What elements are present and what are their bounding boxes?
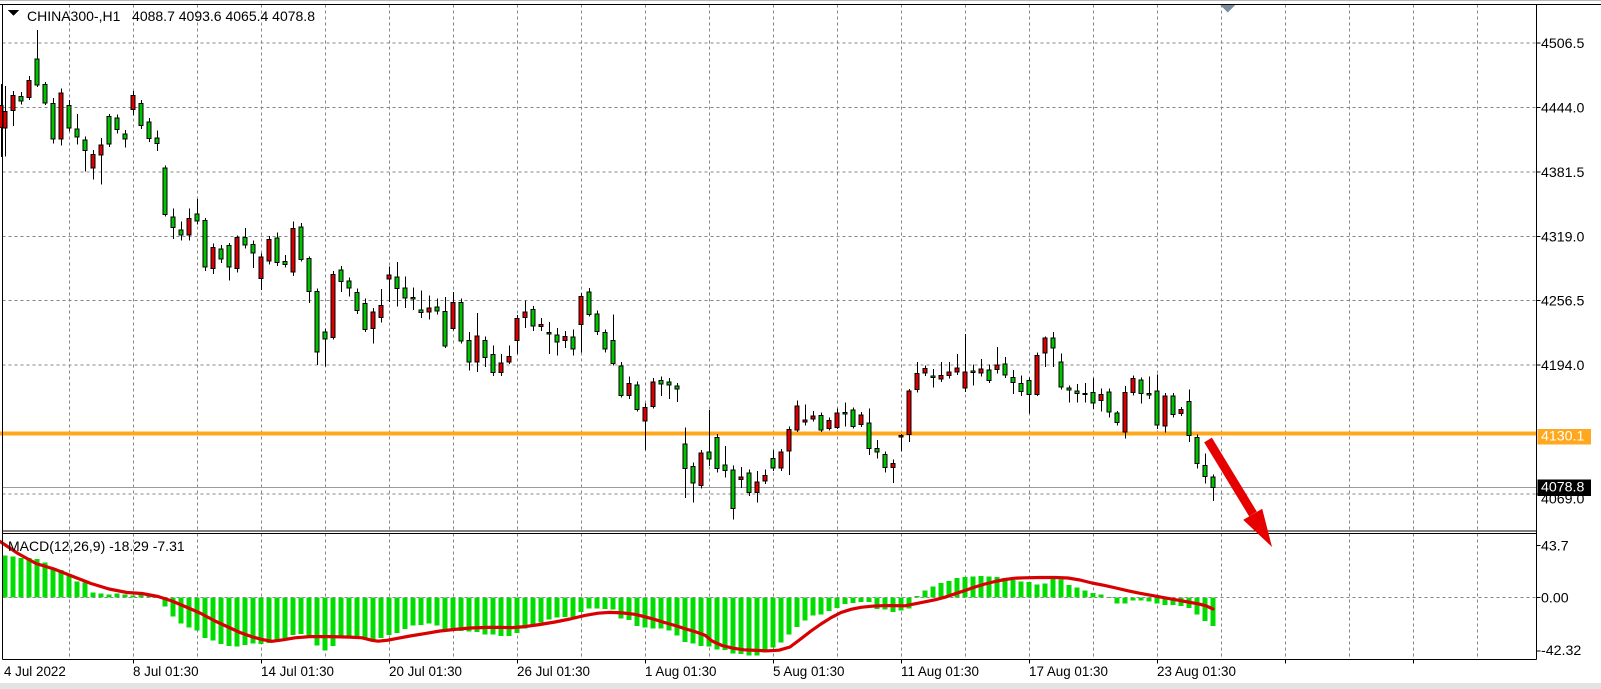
svg-text:4194.0: 4194.0	[1541, 358, 1585, 374]
svg-text:CHINA300-,H1 4088.7 4093.6 4: CHINA300-,H1 4088.7 4093.6 4065.4 4078.8	[27, 8, 315, 24]
svg-text:20 Jul 01:30: 20 Jul 01:30	[389, 664, 462, 679]
svg-text:4506.5: 4506.5	[1541, 36, 1585, 52]
svg-text:5 Aug 01:30: 5 Aug 01:30	[773, 664, 844, 679]
svg-text:4078.8: 4078.8	[1541, 480, 1585, 496]
svg-text:4130.1: 4130.1	[1541, 429, 1585, 445]
svg-text:0.00: 0.00	[1541, 591, 1569, 607]
svg-text:4319.0: 4319.0	[1541, 230, 1585, 246]
svg-text:4256.5: 4256.5	[1541, 294, 1585, 310]
svg-text:MACD(12,26,9) -18.29 -7.31: MACD(12,26,9) -18.29 -7.31	[8, 538, 185, 554]
svg-text:17 Aug 01:30: 17 Aug 01:30	[1029, 664, 1108, 679]
svg-text:1 Aug 01:30: 1 Aug 01:30	[645, 664, 716, 679]
svg-text:14 Jul 01:30: 14 Jul 01:30	[261, 664, 334, 679]
svg-text:4381.5: 4381.5	[1541, 165, 1585, 181]
svg-text:23 Aug 01:30: 23 Aug 01:30	[1157, 664, 1236, 679]
svg-text:8 Jul 01:30: 8 Jul 01:30	[133, 664, 199, 679]
svg-text:4 Jul 2022: 4 Jul 2022	[4, 664, 66, 679]
svg-text:26 Jul 01:30: 26 Jul 01:30	[517, 664, 590, 679]
svg-text:43.7: 43.7	[1541, 539, 1569, 555]
svg-text:11 Aug 01:30: 11 Aug 01:30	[901, 664, 979, 679]
svg-text:-42.32: -42.32	[1541, 643, 1581, 659]
svg-text:4444.0: 4444.0	[1541, 101, 1585, 117]
